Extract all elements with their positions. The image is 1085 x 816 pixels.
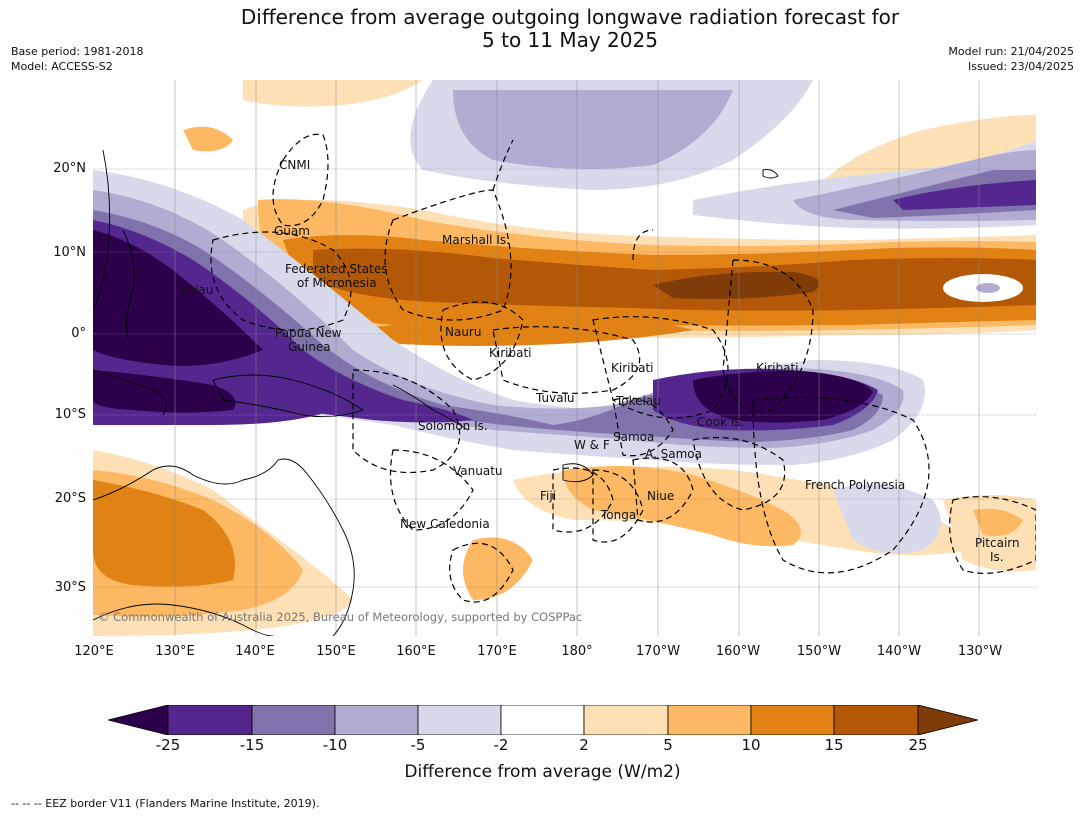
colorbar	[108, 705, 978, 735]
place-label-cnmi: CNMI	[279, 158, 311, 172]
place-label-wallis-futuna: W & F	[574, 438, 610, 452]
colorbar-tick-25: 25	[908, 736, 928, 754]
colorbar-extend-high	[917, 705, 978, 735]
place-label-tokelau: Tokelau	[616, 394, 661, 408]
colorbar-tick-15: 15	[824, 736, 844, 754]
graticule	[93, 80, 1036, 636]
base-period: Base period: 1981-2018	[11, 45, 144, 58]
place-label-pitcairn-line2: Is.	[990, 550, 1004, 564]
place-label-tuvalu: Tuvalu	[536, 391, 575, 405]
place-label-guam: Guam	[274, 224, 310, 238]
lon-label-130e: 130°E	[155, 644, 195, 659]
colorbar-tick-5: 5	[663, 736, 673, 754]
title-line-1: Difference from average outgoing longwav…	[240, 5, 900, 29]
colorbar-bin-5	[500, 705, 585, 735]
copyright-notice: © Commonwealth of Australia 2025, Bureau…	[98, 610, 583, 624]
place-label-solomon-is: Solomon Is.	[418, 419, 488, 433]
colorbar-bin-4	[417, 705, 502, 735]
lat-label-0: 0°	[71, 326, 86, 341]
model-run: Model run: 21/04/2025	[948, 45, 1074, 58]
issued-date: Issued: 23/04/2025	[967, 60, 1074, 73]
place-label-png-line2: Guinea	[288, 340, 331, 354]
place-label-cook-is: Cook Is.	[697, 415, 745, 429]
colorbar-bin-1	[167, 705, 253, 735]
colorbar-bin-7	[667, 705, 752, 735]
lon-label-180: 180°	[561, 644, 593, 659]
place-label-vanuatu: Vanuatu	[453, 464, 503, 478]
lon-label-160w: 160°W	[715, 644, 761, 659]
lon-label-170w: 170°W	[635, 644, 681, 659]
place-label-fsm-line1: Federated States	[285, 262, 388, 276]
colorbar-tick-minus10: -10	[322, 736, 348, 754]
colorbar-label: Difference from average (W/m2)	[404, 762, 681, 782]
colorbar-bin-6	[583, 705, 669, 735]
lon-label-170e: 170°E	[477, 644, 517, 659]
negative-anomaly-fields	[93, 80, 1036, 554]
colorbar-bin-9	[833, 705, 919, 735]
colorbar-tick-minus25: -25	[155, 736, 181, 754]
place-label-nauru: Nauru	[445, 325, 482, 339]
colorbar-extend-low	[108, 705, 169, 735]
place-label-samoa: Samoa	[613, 430, 655, 444]
lon-label-150e: 150°E	[316, 644, 356, 659]
anomaly-map	[93, 80, 1036, 636]
place-label-niue: Niue	[647, 489, 675, 503]
place-label-kiribati-west: Kiribati	[489, 346, 532, 360]
lat-label-30s: 30°S	[54, 580, 86, 595]
colorbar-tick-2: 2	[579, 736, 589, 754]
place-label-png-line1: Papua New	[275, 326, 342, 340]
lon-label-150w: 150°W	[796, 644, 842, 659]
meta-left: Base period: 1981-2018 Model: ACCESS-S2	[11, 44, 143, 74]
place-label-fiji: Fiji	[540, 489, 557, 503]
colorbar-tick-minus2: -2	[493, 736, 509, 754]
colorbar-tick-minus15: -15	[239, 736, 265, 754]
colorbar-bin-2	[251, 705, 336, 735]
eez-borders	[210, 133, 1036, 603]
lat-label-10n: 10°N	[53, 245, 86, 260]
place-label-fsm-line2: of Micronesia	[297, 276, 377, 290]
place-label-kiribati-central: Kiribati	[611, 361, 654, 375]
colorbar-tick-10: 10	[741, 736, 761, 754]
place-label-french-polynesia: French Polynesia	[805, 478, 906, 492]
colorbar-tick-minus5: -5	[410, 736, 426, 754]
place-label-tonga: Tonga	[601, 508, 637, 522]
lon-label-160e: 160°E	[396, 644, 436, 659]
lat-label-20n: 20°N	[53, 161, 86, 176]
place-label-american-samoa: A. Samoa	[645, 447, 702, 461]
lat-label-10s: 10°S	[54, 407, 86, 422]
model-name: Model: ACCESS-S2	[11, 60, 113, 73]
place-label-new-caledonia: New Caledonia	[400, 517, 490, 531]
eez-footnote: -- -- -- EEZ border V11 (Flanders Marine…	[11, 797, 320, 810]
lon-label-140e: 140°E	[235, 644, 275, 659]
place-label-palau: Palau	[181, 283, 214, 297]
colorbar-bin-3	[334, 705, 419, 735]
meta-right: Model run: 21/04/2025 Issued: 23/04/2025	[948, 44, 1074, 74]
place-label-marshall-is: Marshall Is.	[442, 233, 510, 247]
lon-label-130w: 130°W	[957, 644, 1003, 659]
place-label-kiribati-east: Kiribati	[756, 361, 799, 375]
title-line-2: 5 to 11 May 2025	[482, 28, 658, 52]
place-label-pitcairn-line1: Pitcairn	[975, 536, 1020, 550]
lon-label-140w: 140°W	[876, 644, 922, 659]
lat-label-20s: 20°S	[54, 491, 86, 506]
map-title: Difference from average outgoing longwav…	[0, 6, 1085, 52]
colorbar-bin-8	[750, 705, 835, 735]
lon-label-120e: 120°E	[74, 644, 114, 659]
